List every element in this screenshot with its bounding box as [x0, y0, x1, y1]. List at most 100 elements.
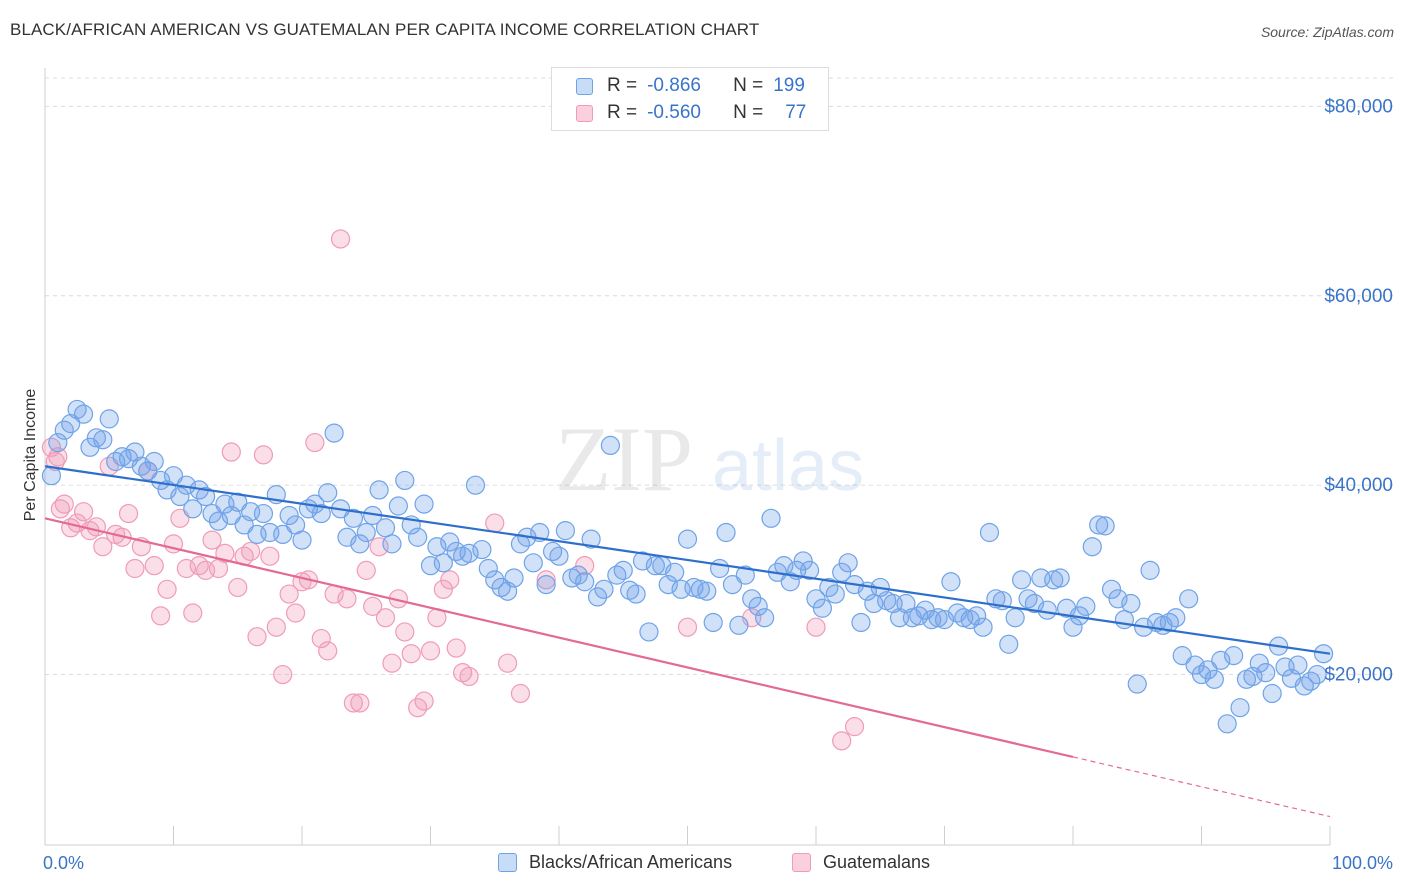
- data-point: [1063, 617, 1083, 637]
- data-point: [73, 502, 94, 522]
- data-point: [896, 593, 916, 614]
- data-point: [221, 442, 241, 462]
- data-point: [343, 508, 363, 528]
- data-point: [812, 598, 833, 618]
- x-tick-label-min: 0.0%: [43, 853, 84, 873]
- legend-n-label: N =: [733, 75, 764, 96]
- legend-r-label: R =: [607, 102, 638, 123]
- data-point: [581, 529, 601, 549]
- data-point: [825, 584, 845, 604]
- data-point: [806, 589, 826, 609]
- data-point: [183, 603, 203, 623]
- data-point: [1114, 610, 1135, 630]
- data-point: [305, 432, 325, 453]
- data-point: [170, 486, 190, 507]
- data-point: [414, 691, 434, 711]
- data-point: [677, 529, 698, 549]
- data-point: [832, 731, 852, 751]
- data-point: [459, 666, 479, 687]
- data-point: [761, 508, 781, 528]
- data-point: [247, 627, 267, 647]
- data-point: [806, 617, 826, 637]
- data-point: [93, 537, 113, 557]
- data-point: [253, 445, 274, 465]
- data-point: [440, 532, 460, 552]
- data-point: [241, 541, 261, 562]
- data-point: [93, 430, 113, 450]
- data-point: [350, 693, 370, 713]
- data-point: [677, 617, 698, 637]
- data-point: [1307, 664, 1327, 685]
- gridlines: [45, 77, 1393, 676]
- data-point: [1095, 516, 1115, 536]
- data-point: [459, 543, 479, 563]
- data-point: [600, 435, 621, 456]
- data-point: [844, 717, 865, 737]
- legend-n-value: 77: [785, 102, 807, 123]
- data-point: [780, 572, 800, 592]
- data-point: [279, 584, 299, 604]
- legend-r-label: R =: [607, 75, 638, 96]
- data-point: [575, 572, 595, 592]
- data-point: [999, 634, 1019, 654]
- data-point: [594, 579, 614, 599]
- data-point: [388, 496, 408, 516]
- data-point: [318, 483, 338, 503]
- data-point: [170, 508, 190, 528]
- data-point: [941, 572, 961, 592]
- data-point: [716, 522, 736, 543]
- data-point: [613, 560, 633, 580]
- y-axis-label: Per Capita Income: [22, 389, 39, 522]
- y-tick-label: $60,000: [1324, 286, 1393, 307]
- data-point: [1140, 560, 1160, 580]
- data-point: [382, 653, 402, 673]
- data-point: [318, 641, 338, 661]
- data-point: [754, 608, 775, 628]
- trend-line: [44, 517, 1074, 759]
- data-point: [1076, 596, 1096, 616]
- legend-swatch-guatemalans: [576, 104, 593, 122]
- data-point: [1166, 608, 1186, 628]
- trend-lines: [44, 465, 1331, 818]
- data-point: [799, 560, 820, 580]
- data-point: [253, 503, 274, 524]
- data-point: [838, 553, 858, 573]
- data-point: [1005, 608, 1025, 628]
- data-point: [73, 404, 94, 424]
- data-point: [196, 486, 216, 507]
- data-point: [1101, 579, 1122, 599]
- watermark-atlas: atlas: [712, 426, 864, 506]
- bottom-legend-swatch-guatemalans: [792, 853, 811, 872]
- data-point: [273, 664, 293, 685]
- data-point: [337, 589, 357, 609]
- data-point: [658, 574, 678, 595]
- data-point: [1108, 589, 1128, 609]
- data-point: [722, 574, 743, 595]
- data-point: [710, 558, 730, 579]
- legend-r-value: -0.866: [647, 75, 701, 96]
- data-point: [48, 432, 68, 453]
- data-point: [973, 617, 993, 637]
- data-point: [485, 570, 505, 590]
- data-point: [202, 503, 222, 524]
- data-point: [395, 622, 415, 642]
- data-point: [311, 628, 331, 649]
- data-point: [967, 606, 987, 626]
- data-point: [369, 480, 389, 500]
- bottom-legend-blacks: Blacks/African Americans: [498, 852, 732, 873]
- axes: [44, 68, 1331, 846]
- y-tick-label: $80,000: [1324, 96, 1393, 117]
- data-point: [1121, 593, 1141, 614]
- y-tick-label: $20,000: [1324, 665, 1393, 686]
- data-point: [228, 492, 248, 512]
- source-label: Source: ZipAtlas.com: [1260, 24, 1394, 40]
- data-point: [478, 558, 498, 579]
- data-point: [273, 524, 293, 545]
- data-point: [1249, 653, 1269, 673]
- data-point: [215, 543, 235, 563]
- data-point: [144, 556, 164, 576]
- data-point: [498, 653, 518, 673]
- data-point: [420, 641, 441, 661]
- data-point: [99, 409, 119, 429]
- data-point: [157, 579, 177, 599]
